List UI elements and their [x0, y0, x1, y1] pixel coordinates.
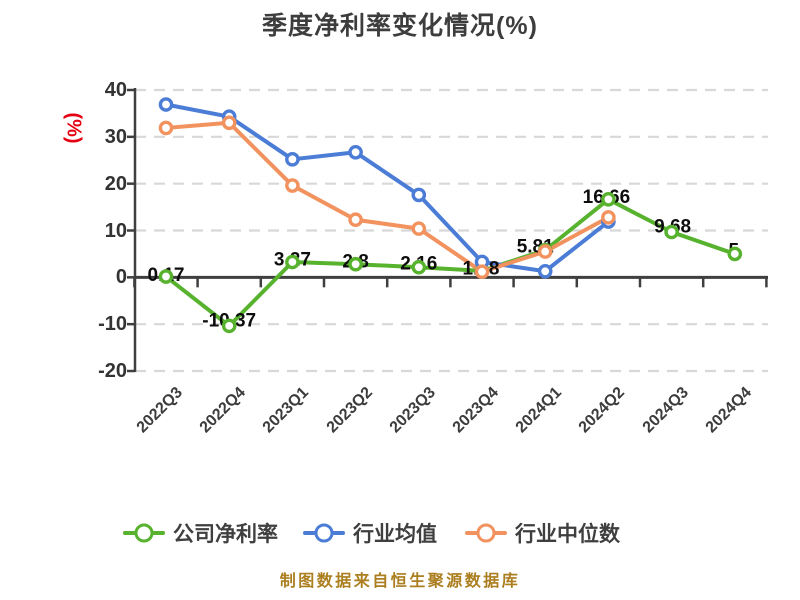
data-point-marker	[348, 144, 363, 160]
y-axis-tick-label: 30	[104, 125, 127, 148]
y-axis-tick-label: -20	[98, 360, 127, 382]
legend-marker-company	[123, 522, 165, 544]
data-point-marker	[348, 256, 363, 272]
legend-circle-icon	[314, 523, 334, 543]
y-axis-tick-label: 0	[115, 266, 127, 289]
data-point-marker	[221, 115, 237, 131]
legend-item-industry-mean[interactable]: 行业均值	[303, 521, 437, 546]
series-line	[164, 102, 611, 274]
data-point-marker	[348, 212, 363, 228]
series-line	[164, 197, 737, 328]
y-axis-tick-label: 40	[104, 79, 127, 101]
data-point-marker	[158, 269, 174, 284]
data-point-marker	[537, 244, 553, 259]
data-point-marker	[411, 187, 427, 203]
legend-item-company-net-margin[interactable]: 公司净利率	[123, 521, 278, 546]
legend-marker-industry-median	[465, 522, 507, 544]
data-point-marker	[411, 221, 427, 236]
data-point-marker	[474, 264, 490, 280]
data-point-marker	[158, 97, 174, 112]
data-source-note: 制图数据来自恒生聚源数据库	[279, 573, 521, 590]
legend-label: 行业均值	[353, 523, 437, 546]
y-axis-tick-label: 20	[104, 172, 127, 195]
data-point-marker	[158, 120, 174, 136]
legend-label: 行业中位数	[515, 523, 620, 546]
data-point-marker	[411, 259, 427, 275]
chart-title: 季度净利率变化情况(%)	[262, 12, 538, 40]
legend-circle-icon	[476, 523, 496, 543]
data-point-marker	[727, 246, 743, 262]
data-point-marker	[601, 192, 616, 207]
data-point-marker	[601, 210, 616, 225]
series-line	[164, 120, 611, 274]
data-point-marker	[285, 152, 300, 167]
data-point-marker	[285, 178, 300, 193]
legend-label: 公司净利率	[173, 523, 278, 546]
legend-circle-icon	[134, 523, 154, 543]
data-point-marker	[664, 224, 679, 240]
legend-item-industry-median[interactable]: 行业中位数	[465, 521, 620, 546]
y-axis-tick-label: -10	[98, 313, 127, 336]
data-point-marker	[221, 318, 237, 334]
data-point-marker	[537, 263, 553, 279]
data-point-marker	[285, 254, 300, 270]
legend-marker-industry-mean	[303, 522, 345, 544]
y-axis-tick-label: 10	[104, 219, 127, 242]
